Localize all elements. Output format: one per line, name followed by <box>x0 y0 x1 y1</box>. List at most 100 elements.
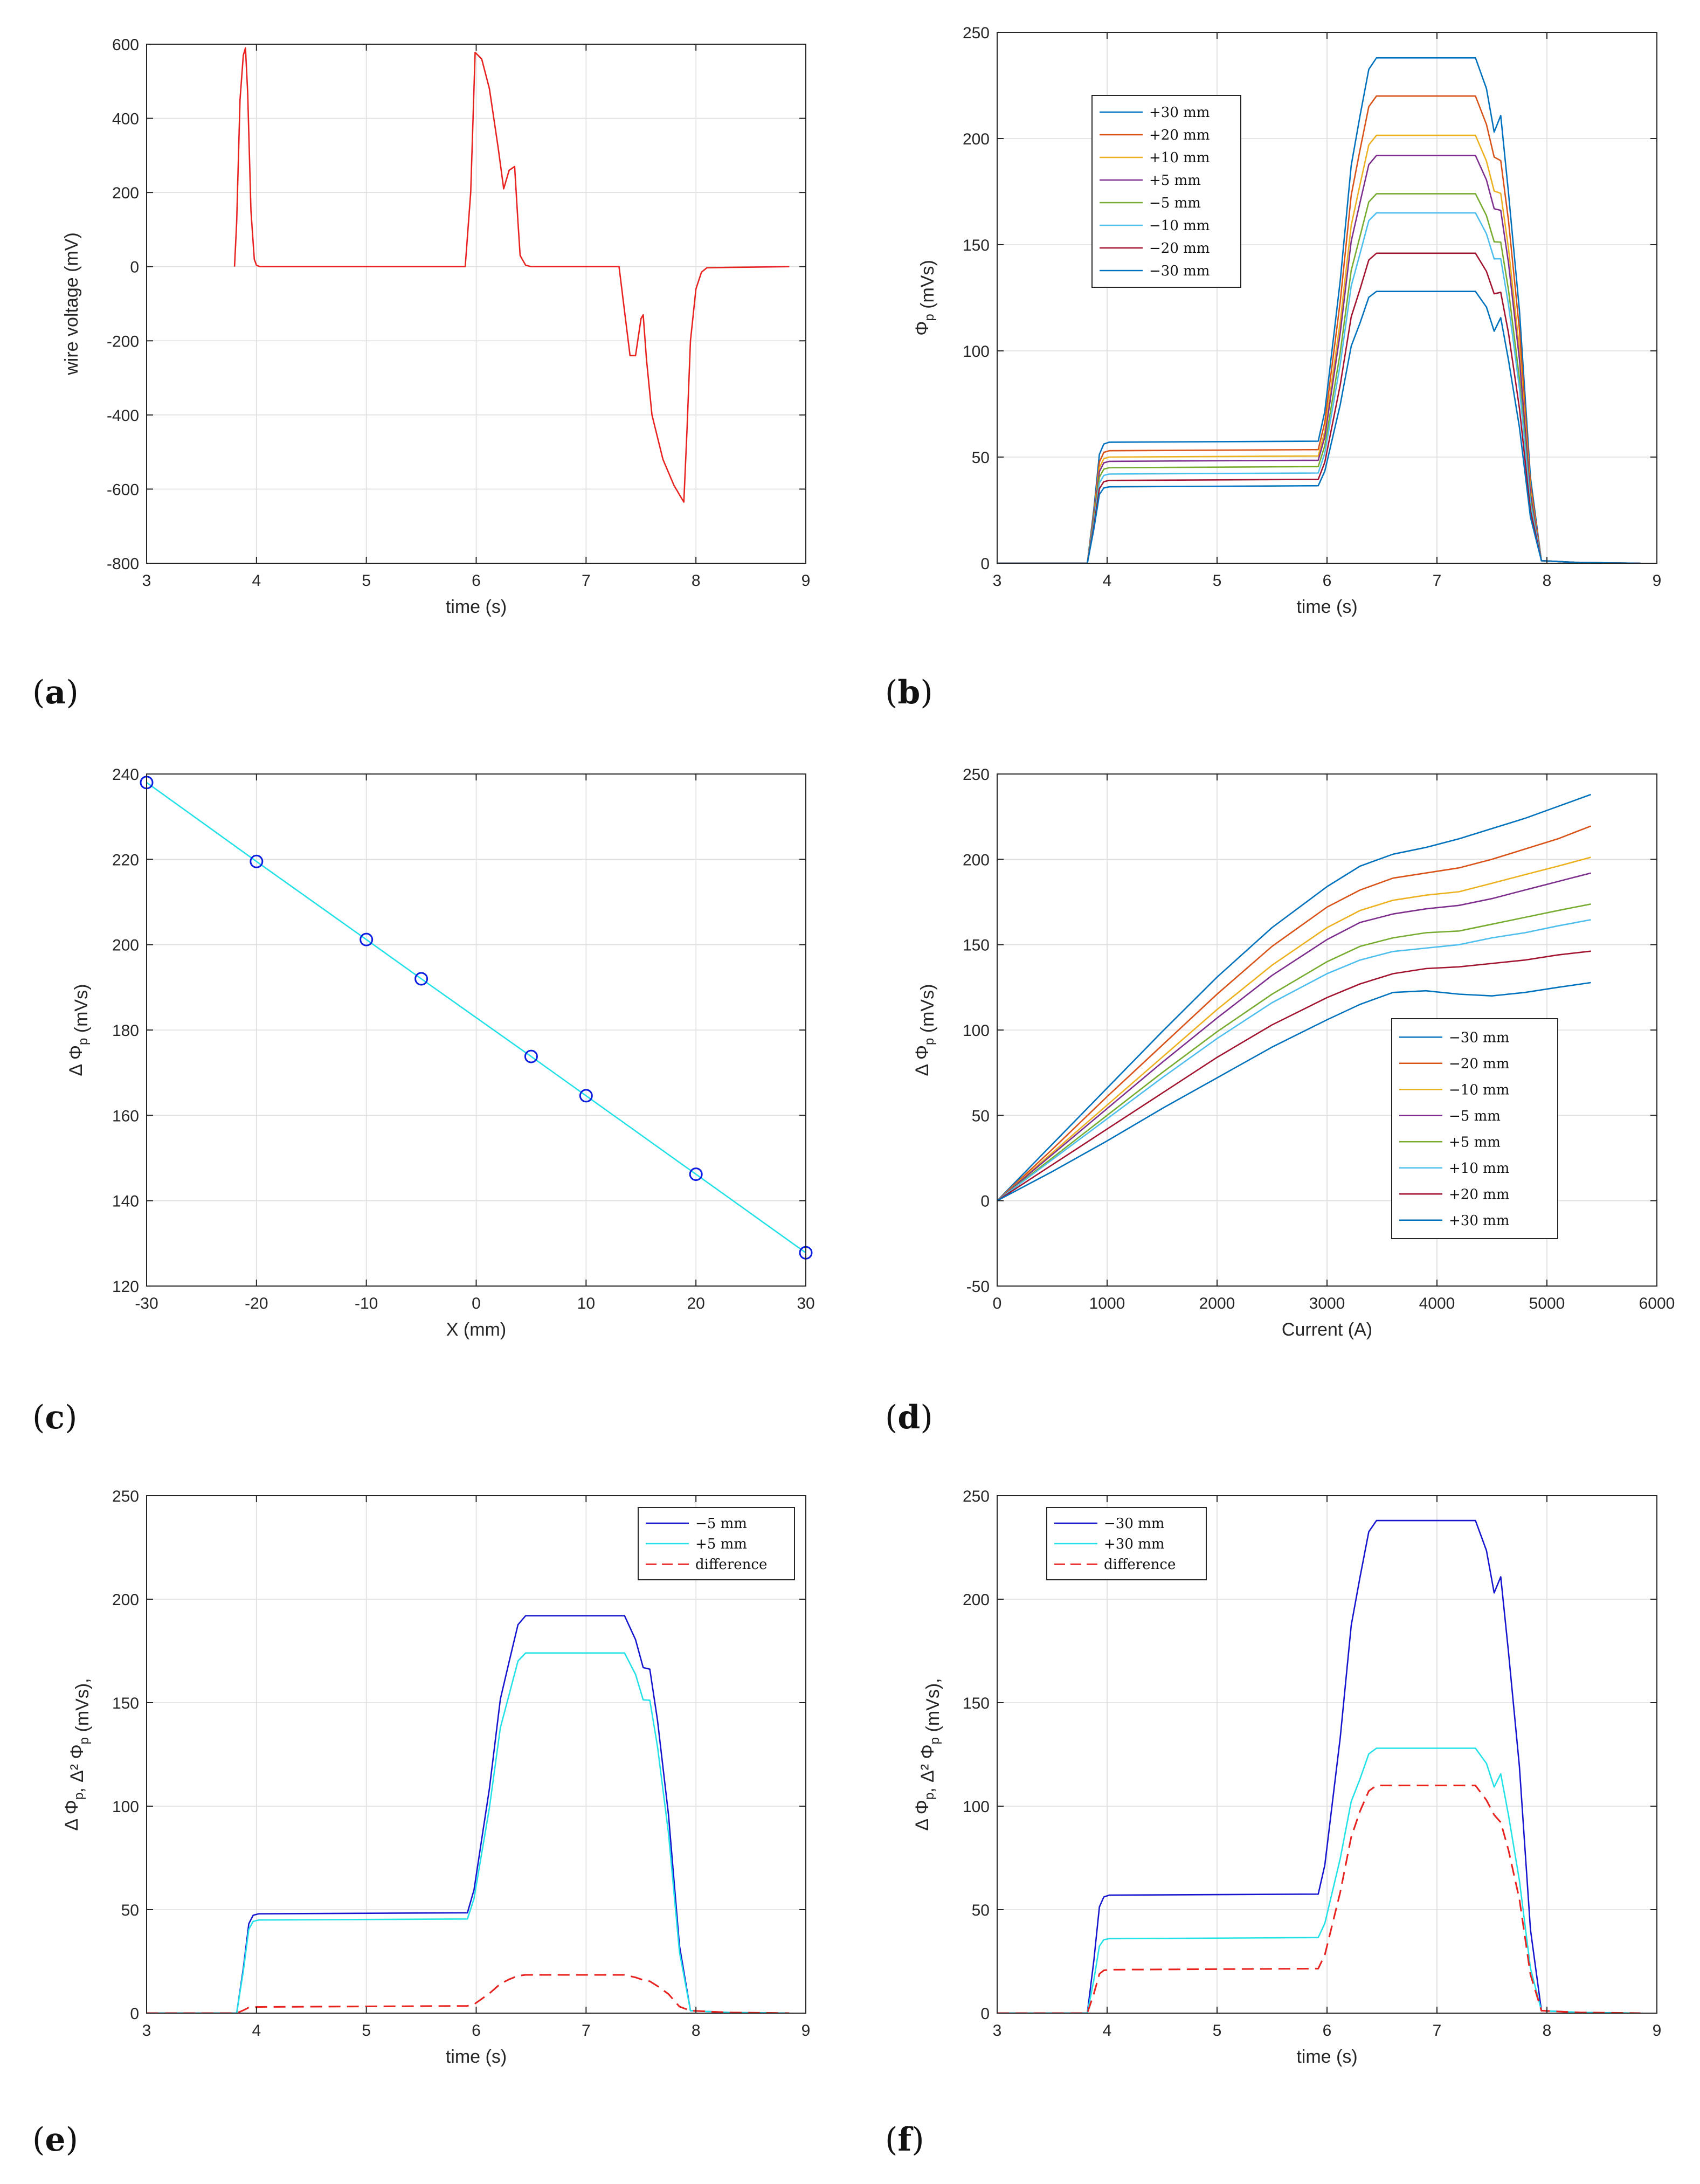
x-tick-label: 9 <box>1653 572 1662 590</box>
series-line-e-0 <box>147 1615 790 2013</box>
x-tick-label: 3 <box>142 2022 151 2040</box>
x-tick-label: 3 <box>993 2022 1002 2040</box>
x-tick-label: -20 <box>245 1295 268 1312</box>
y-tick-label: -50 <box>966 1278 990 1296</box>
x-tick-label: 4000 <box>1419 1295 1455 1312</box>
y-tick-label: 250 <box>963 766 990 784</box>
x-tick-label: 8 <box>1543 2022 1552 2040</box>
x-tick-label: 9 <box>801 572 811 590</box>
y-tick-label: 100 <box>112 1798 139 1816</box>
y-tick-label: 50 <box>972 1107 990 1125</box>
x-tick-label: 7 <box>1433 2022 1442 2040</box>
x-tick-label: 3 <box>142 572 151 590</box>
y-tick-label: 220 <box>112 851 139 869</box>
y-tick-label: 50 <box>972 1902 990 1919</box>
chart-b: 3 4 5 6 7 8 9 0 50 100 150 200 250 time (s) Φp (mVs) +3… <box>885 24 1661 711</box>
legend-box <box>1091 95 1241 288</box>
series-line-d-0 <box>997 793 1592 1201</box>
x-tick-label: 0 <box>472 1295 481 1312</box>
y-tick-label: 0 <box>130 259 139 277</box>
x-tick-label: 5 <box>1213 572 1222 590</box>
x-axis-label: time (s) <box>1296 597 1357 617</box>
x-tick-label: 1000 <box>1089 1295 1125 1312</box>
x-tick-label: 7 <box>1433 572 1442 590</box>
legend-label: +30 mm <box>1149 105 1210 121</box>
y-tick-label: 160 <box>112 1107 139 1125</box>
series-line-c-0 <box>147 782 806 1254</box>
x-axis-label: time (s) <box>446 597 507 617</box>
legend: −5 mm +5 mm difference <box>638 1507 795 1580</box>
series-line-f-0 <box>997 1519 1641 2013</box>
x-tick-label: 4 <box>252 572 261 590</box>
y-tick-label: 100 <box>963 343 990 361</box>
data-point-marker <box>524 1049 538 1063</box>
series-line-b-4 <box>997 193 1641 563</box>
series-line-d-2 <box>997 856 1591 1201</box>
series-line-e-2 <box>147 1974 790 2013</box>
legend-box <box>1391 1018 1558 1239</box>
x-tick-label: 7 <box>582 572 591 590</box>
x-tick-label: 6 <box>472 2022 481 2040</box>
y-axis-label: Δ Φp, Δ² Φp (mVs), <box>61 1678 93 1830</box>
series-line-b-0 <box>997 57 1641 563</box>
legend-label: −10 mm <box>1149 218 1210 234</box>
panel-label: (c) <box>32 1399 77 1436</box>
y-tick-label: 200 <box>963 1591 990 1609</box>
y-axis-label: Δ Φp, Δ² Φp (mVs), <box>912 1678 943 1830</box>
legend-label: +5 mm <box>695 1536 747 1552</box>
x-tick-label: 10 <box>577 1295 595 1312</box>
series-line-b-1 <box>997 95 1641 563</box>
panel-label: (a) <box>32 674 79 711</box>
y-tick-label: 150 <box>963 237 990 254</box>
panel-label: (d) <box>885 1399 933 1436</box>
x-tick-label: 8 <box>692 2022 701 2040</box>
series-line-f-1 <box>997 1747 1641 2013</box>
x-tick-label: 2000 <box>1199 1295 1235 1312</box>
x-tick-label: 30 <box>797 1295 814 1312</box>
series-line-f-2 <box>997 1785 1641 2013</box>
y-tick-label: 100 <box>963 1798 990 1816</box>
legend-label: +10 mm <box>1449 1160 1509 1177</box>
y-tick-label: 180 <box>112 1022 139 1040</box>
legend-label: −30 mm <box>1149 263 1210 279</box>
y-tick-label: 250 <box>112 1488 139 1505</box>
legend: −30 mm −20 mm −10 mm −5 mm +5 mm +10 mm +20 mm… <box>1391 1018 1558 1239</box>
data-point-marker <box>360 932 374 946</box>
legend-label: −5 mm <box>1449 1108 1501 1124</box>
x-tick-label: 5000 <box>1529 1295 1565 1312</box>
x-tick-label: 8 <box>1543 572 1552 590</box>
legend-label: −20 mm <box>1449 1056 1509 1072</box>
y-tick-label: 0 <box>980 1193 990 1211</box>
x-tick-label: -10 <box>355 1295 378 1312</box>
series-line-d-6 <box>997 950 1591 1201</box>
legend-label: difference <box>695 1557 767 1573</box>
y-tick-label: 250 <box>963 24 990 42</box>
x-tick-label: 8 <box>692 572 701 590</box>
panel-label: (e) <box>32 2121 78 2159</box>
y-axis-label: Φp (mVs) <box>912 260 938 336</box>
y-axis-label: wire voltage (mV) <box>61 232 82 376</box>
panel-label: (b) <box>885 674 933 711</box>
legend-label: −5 mm <box>1149 195 1201 211</box>
y-tick-label: 0 <box>980 2005 990 2023</box>
x-axis-label: Current (A) <box>1282 1319 1372 1340</box>
x-axis-label: X (mm) <box>446 1319 506 1340</box>
legend-label: +20 mm <box>1449 1186 1509 1202</box>
y-tick-label: 200 <box>963 851 990 869</box>
y-tick-label: 200 <box>112 184 139 202</box>
y-tick-label: 200 <box>963 130 990 148</box>
y-tick-label: 0 <box>130 2005 139 2023</box>
series-line-b-3 <box>997 155 1641 563</box>
x-tick-label: -30 <box>135 1295 158 1312</box>
y-tick-label: 120 <box>112 1278 139 1296</box>
legend-label: −30 mm <box>1449 1029 1509 1046</box>
series-line-d-7 <box>997 982 1591 1201</box>
x-tick-label: 20 <box>687 1295 704 1312</box>
legend-label: +20 mm <box>1149 127 1210 143</box>
x-tick-label: 3000 <box>1309 1295 1345 1312</box>
y-tick-label: -600 <box>107 481 139 499</box>
y-tick-label: 0 <box>980 555 990 573</box>
y-tick-label: 150 <box>963 1695 990 1712</box>
x-tick-label: 5 <box>362 572 371 590</box>
legend-label: difference <box>1104 1557 1176 1573</box>
